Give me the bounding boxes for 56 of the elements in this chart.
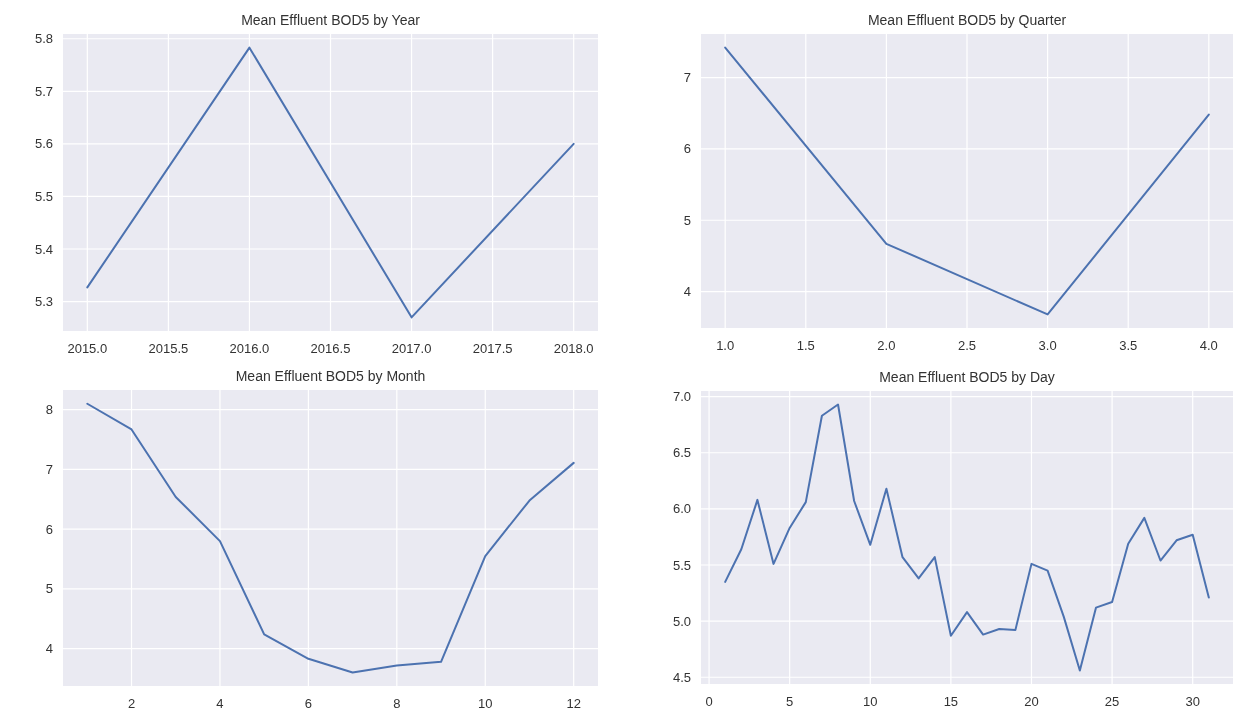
- x-tick-label: 2015.5: [148, 341, 189, 356]
- y-tick-label: 5.0: [672, 613, 691, 629]
- x-tick-label: 2017.0: [391, 341, 432, 356]
- x-tick-label: 20: [1024, 694, 1039, 709]
- x-tick-label: 15: [943, 694, 959, 709]
- x-tick-label: 2.0: [877, 338, 896, 353]
- y-tick-label: 4: [45, 641, 53, 657]
- y-tick-label: 7: [45, 462, 53, 477]
- chart-title: Mean Effluent BOD5 by Day: [879, 369, 1055, 385]
- y-tick-label: 7.0: [672, 389, 691, 405]
- y-tick-label: 6: [683, 141, 691, 157]
- x-tick-label: 4: [216, 696, 224, 711]
- y-tick-label: 5.4: [34, 241, 53, 257]
- line-series: [86, 46, 575, 319]
- y-tick-label: 6: [45, 521, 53, 537]
- x-tick-label: 4.0: [1199, 338, 1218, 353]
- x-tick-label: 1.0: [716, 338, 735, 353]
- x-tick-label: 6: [304, 696, 313, 711]
- x-tick-label: 2016.0: [229, 341, 270, 356]
- chart-title: Mean Effluent BOD5 by Quarter: [867, 12, 1067, 28]
- y-tick-label: 6.5: [672, 445, 691, 461]
- y-tick-label: 5.5: [672, 557, 691, 573]
- y-tick-label: 5.5: [34, 188, 53, 204]
- y-tick-label: 6.0: [672, 501, 691, 517]
- x-tick-label: 2017.5: [472, 341, 513, 356]
- y-tick-label: 5.8: [34, 31, 53, 47]
- x-tick-label: 30: [1185, 694, 1200, 709]
- x-tick-label: 25: [1104, 694, 1120, 709]
- x-tick-label: 2015.0: [67, 341, 108, 356]
- x-tick-label: 2016.5: [310, 341, 351, 356]
- x-tick-label: 2018.0: [553, 341, 594, 356]
- x-tick-label: 10: [478, 696, 493, 711]
- chart-title: Mean Effluent BOD5 by Year: [241, 12, 421, 28]
- x-tick-label: 0: [705, 694, 713, 709]
- x-tick-label: 3.0: [1038, 338, 1057, 353]
- y-tick-label: 7: [683, 70, 691, 86]
- x-tick-label: 12: [566, 696, 581, 711]
- y-tick-label: 4.5: [672, 669, 691, 685]
- x-tick-label: 5: [786, 694, 794, 709]
- x-tick-label: 1.5: [796, 338, 815, 353]
- y-tick-label: 5: [683, 212, 691, 228]
- y-tick-label: 5: [45, 581, 53, 597]
- x-tick-label: 2: [127, 696, 136, 711]
- y-tick-label: 5.6: [34, 136, 53, 152]
- x-tick-label: 3.5: [1119, 338, 1138, 353]
- x-tick-label: 10: [863, 694, 878, 709]
- line-series: [86, 402, 575, 674]
- y-tick-label: 4: [683, 284, 691, 300]
- chart-title: Mean Effluent BOD5 by Month: [235, 368, 426, 384]
- y-tick-label: 5.3: [34, 294, 53, 310]
- x-tick-label: 2.5: [957, 338, 977, 353]
- line-series: [724, 46, 1210, 316]
- y-tick-label: 8: [45, 402, 53, 418]
- y-tick-label: 5.7: [34, 83, 53, 99]
- line-series: [724, 403, 1210, 672]
- x-tick-label: 8: [393, 696, 401, 711]
